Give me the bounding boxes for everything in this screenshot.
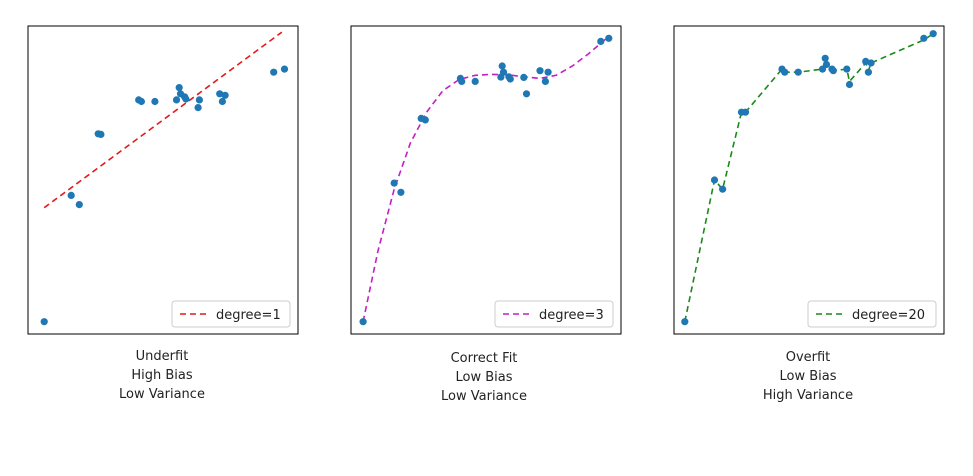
data-point <box>499 68 508 76</box>
axes-frame-correct-fit <box>350 25 622 335</box>
legend-overfit: degree=20 <box>807 300 937 328</box>
data-point <box>270 68 278 76</box>
panel-underfit: degree=1 <box>27 25 299 335</box>
data-point <box>97 130 105 138</box>
data-point <box>597 37 605 46</box>
data-point <box>544 68 552 76</box>
data-point <box>458 77 466 85</box>
legend-underfit: degree=1 <box>171 300 291 328</box>
legend-box <box>171 300 291 328</box>
data-point <box>175 84 183 92</box>
data-point <box>67 191 75 199</box>
legend-box <box>807 300 937 328</box>
data-point <box>280 65 289 73</box>
data-point <box>929 30 937 38</box>
data-point <box>681 318 689 326</box>
panel-correct-fit: degree=3 <box>350 25 622 335</box>
legend-label: degree=3 <box>539 308 604 323</box>
axes-frame-overfit <box>673 25 945 335</box>
data-point <box>719 185 727 193</box>
data-point <box>741 108 750 116</box>
data-point <box>390 179 398 187</box>
data-point <box>506 75 514 83</box>
data-point <box>218 97 226 106</box>
data-point <box>151 97 159 106</box>
data-point <box>829 67 837 75</box>
panel-overfit: degree=20 <box>673 25 945 335</box>
caption-overfit-line-3: High Variance <box>762 388 854 403</box>
data-point <box>194 104 202 112</box>
data-point <box>845 80 854 89</box>
data-point <box>864 68 873 76</box>
legend-correct-fit: degree=3 <box>494 300 614 328</box>
data-point <box>843 65 851 73</box>
data-point <box>541 77 550 85</box>
caption-correct-fit-line-2: Low Bias <box>455 370 513 385</box>
data-point <box>822 60 831 69</box>
data-point <box>397 188 405 196</box>
data-point <box>862 57 870 65</box>
data-point <box>172 96 181 104</box>
data-point <box>920 34 928 42</box>
data-point <box>781 68 789 76</box>
fit-line-overfit <box>684 33 934 322</box>
data-point <box>359 318 367 326</box>
data-point <box>498 62 506 70</box>
caption-correct-fit-line-3: Low Variance <box>441 389 527 404</box>
caption-overfit-line-1: Overfit <box>785 350 831 365</box>
fit-line-correct-fit <box>362 34 611 322</box>
caption-correct-fit: Correct Fit Low Bias Low Variance <box>384 349 584 406</box>
data-point <box>221 91 229 99</box>
fit-line-underfit <box>43 31 283 209</box>
data-point <box>421 116 429 124</box>
caption-correct-fit-line-1: Correct Fit <box>450 351 518 366</box>
data-point <box>867 59 875 67</box>
data-point <box>216 90 224 98</box>
caption-underfit-line-2: High Bias <box>131 368 193 383</box>
data-point <box>182 95 190 103</box>
caption-overfit: Overfit Low Bias High Variance <box>708 348 908 405</box>
caption-underfit-line-1: Underfit <box>135 349 189 364</box>
data-point <box>605 34 613 42</box>
axes-frame-underfit <box>27 25 299 335</box>
data-point <box>137 97 145 106</box>
data-point <box>40 318 48 326</box>
data-point <box>75 201 83 209</box>
data-point <box>710 176 719 184</box>
data-point <box>821 54 829 62</box>
caption-underfit-line-3: Low Variance <box>119 387 205 402</box>
data-point <box>794 68 802 76</box>
legend-label: degree=20 <box>852 308 925 323</box>
data-point <box>520 73 528 81</box>
data-point <box>471 77 479 85</box>
data-point <box>195 96 203 104</box>
caption-underfit: Underfit High Bias Low Variance <box>62 347 262 404</box>
caption-overfit-line-2: Low Bias <box>779 369 837 384</box>
data-point <box>522 90 531 98</box>
legend-label: degree=1 <box>216 308 281 323</box>
legend-box <box>494 300 614 328</box>
data-point <box>536 67 544 75</box>
